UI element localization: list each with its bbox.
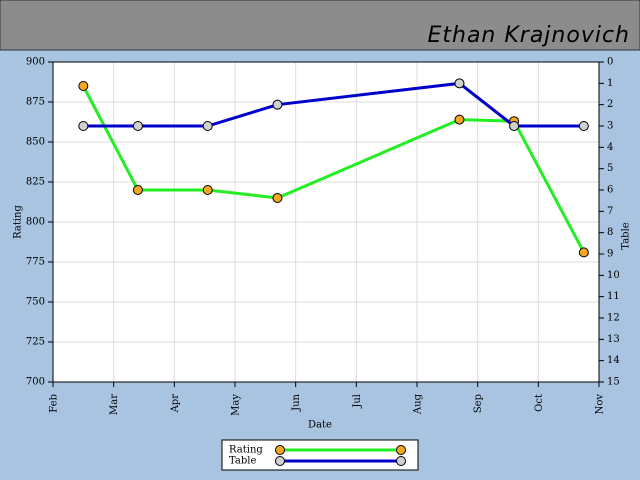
y2-tick-label: 6 <box>607 185 613 196</box>
y-tick-label: 850 <box>26 137 45 148</box>
legend-marker <box>396 456 406 466</box>
y2-tick-label: 11 <box>607 291 620 302</box>
data-point <box>578 121 589 131</box>
y-tick-label: 800 <box>26 217 45 228</box>
x-tick-label: Sep <box>473 394 484 413</box>
y2-tick-label: 7 <box>607 206 613 217</box>
y2-tick-label: 9 <box>607 249 613 260</box>
y2-tick-label: 3 <box>607 121 613 132</box>
y2-tick-label: 1 <box>607 78 613 89</box>
legend-marker <box>396 445 406 455</box>
y2-tick-label: 13 <box>607 334 620 345</box>
x-tick-label: May <box>231 394 242 416</box>
y2-tick-label: 12 <box>607 313 620 324</box>
x-tick-label: Nov <box>595 394 606 415</box>
data-point <box>272 99 283 110</box>
y-tick-label: 725 <box>26 337 45 348</box>
y2-tick-label: 10 <box>607 270 620 281</box>
y2-tick-label: 15 <box>607 377 620 388</box>
y-tick-label: 700 <box>26 377 45 388</box>
plot-border <box>52 61 600 383</box>
legend-label: Rating <box>229 445 263 456</box>
data-point <box>509 121 520 131</box>
x-tick-label: Oct <box>534 394 545 412</box>
data-point <box>132 185 143 195</box>
x-tick-label: Aug <box>413 393 424 415</box>
y-tick-label: 750 <box>26 297 45 308</box>
y-tick-label: 775 <box>26 257 45 268</box>
y-tick-label: 825 <box>26 177 45 188</box>
y-tick-label: 900 <box>26 57 45 68</box>
legend-marker <box>275 456 285 466</box>
y2-tick-label: 4 <box>607 142 613 153</box>
legend-marker <box>275 445 285 455</box>
y2-axis-title: Table <box>621 222 632 249</box>
y-tick-label: 875 <box>26 97 45 108</box>
x-tick-label: Jul <box>352 394 363 409</box>
legend-label: Table <box>229 456 256 467</box>
data-point <box>454 78 465 89</box>
y2-tick-label: 0 <box>607 57 613 68</box>
data-point <box>202 185 213 195</box>
legend <box>221 439 419 471</box>
user-name: Ethan Krajnovich <box>427 23 630 48</box>
y2-tick-label: 14 <box>607 355 620 366</box>
x-tick-label: Mar <box>109 394 120 415</box>
x-tick-label: Feb <box>49 394 60 413</box>
x-axis-title: Date <box>308 420 332 431</box>
y2-tick-label: 2 <box>607 99 613 110</box>
data-point <box>578 247 589 258</box>
y2-tick-label: 8 <box>607 227 613 238</box>
x-tick-label: Jun <box>291 393 302 411</box>
data-point <box>454 114 465 125</box>
data-point <box>202 121 213 131</box>
x-tick-label: Apr <box>170 394 181 414</box>
y-axis-title: Rating <box>13 205 24 239</box>
data-point <box>132 121 143 131</box>
data-point <box>78 81 89 91</box>
data-point <box>78 121 89 131</box>
data-point <box>272 193 283 203</box>
header-bar <box>0 0 640 51</box>
y2-tick-label: 5 <box>607 163 613 174</box>
